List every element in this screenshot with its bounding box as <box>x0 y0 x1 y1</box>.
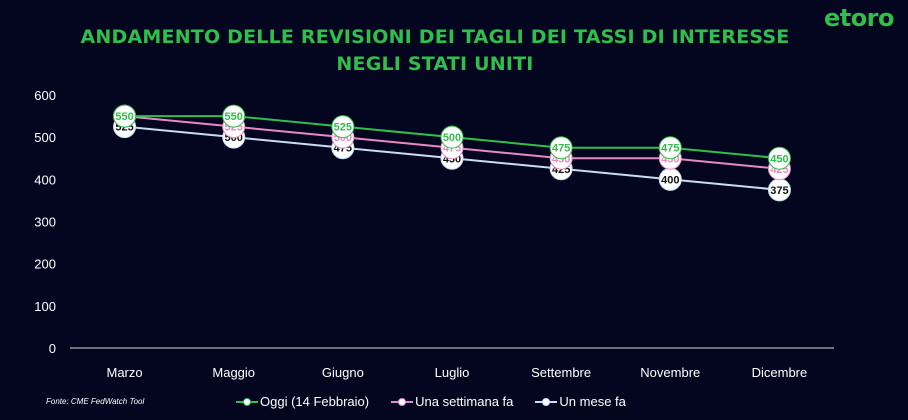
x-tick-label: Settembre <box>531 365 591 380</box>
legend-label-week-ago: Una settimana fa <box>415 394 514 409</box>
y-tick-label: 500 <box>34 130 56 145</box>
x-tick-label: Giugno <box>322 365 364 380</box>
data-point <box>113 104 137 128</box>
data-point <box>440 125 464 149</box>
data-label: 375 <box>770 185 788 197</box>
data-point <box>549 136 573 160</box>
data-point <box>331 115 355 139</box>
x-tick-label: Marzo <box>107 365 143 380</box>
x-axis-ticks: Marzo Maggio Giugno Luglio Settembre Novembre… <box>107 365 808 380</box>
line-chart: 0 100 200 300 400 500 600 Marzo Maggio Giugno Lug… <box>34 88 834 380</box>
series-points: 5255004754504254003755505255004754504504… <box>113 104 791 202</box>
legend-item-week-ago: Una settimana fa <box>391 394 513 409</box>
data-label: 525 <box>334 122 352 134</box>
source-note: Fonte: CME FedWatch Tool <box>46 397 145 406</box>
y-tick-label: 400 <box>34 172 56 187</box>
data-label: 500 <box>443 132 461 144</box>
y-axis-ticks: 0 100 200 300 400 500 600 <box>34 88 56 356</box>
y-tick-label: 600 <box>34 88 56 103</box>
legend-swatch-month-ago <box>535 397 558 407</box>
data-label: 400 <box>661 174 679 186</box>
legend-swatch-today <box>236 397 258 407</box>
data-label: 550 <box>225 111 243 123</box>
x-tick-label: Luglio <box>435 365 470 380</box>
data-point <box>767 146 791 170</box>
etoro-logo: etoro <box>823 4 895 32</box>
legend: Oggi (14 Febbraio) Una settimana fa Un m… <box>236 394 626 409</box>
data-label: 475 <box>552 143 570 155</box>
data-label: 450 <box>770 153 788 165</box>
data-label: 475 <box>661 143 679 155</box>
legend-item-today: Oggi (14 Febbraio) <box>236 394 369 409</box>
chart-title-line2: NEGLI STATI UNITI <box>336 53 534 75</box>
chart-title-line1: ANDAMENTO DELLE REVISIONI DEI TAGLI DEI … <box>80 26 790 48</box>
legend-label-today: Oggi (14 Febbraio) <box>260 394 370 409</box>
x-tick-label: Maggio <box>212 365 255 380</box>
y-tick-label: 200 <box>34 257 56 272</box>
data-point <box>222 104 246 128</box>
y-tick-label: 0 <box>49 341 56 356</box>
x-tick-label: Dicembre <box>752 365 808 380</box>
y-tick-label: 300 <box>34 215 56 230</box>
y-tick-label: 100 <box>34 299 56 314</box>
legend-label-month-ago: Un mese fa <box>559 394 626 409</box>
legend-item-month-ago: Un mese fa <box>535 394 626 409</box>
x-tick-label: Novembre <box>640 365 700 380</box>
data-point <box>658 136 682 160</box>
data-label: 550 <box>115 111 133 123</box>
legend-swatch-week-ago <box>391 397 414 407</box>
